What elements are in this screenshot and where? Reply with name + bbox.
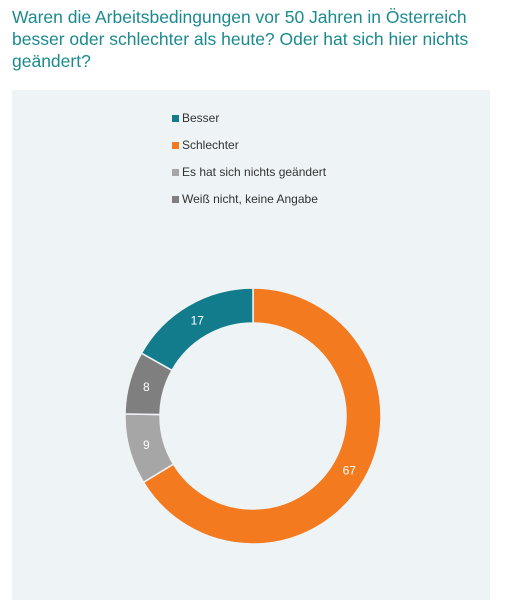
legend-swatch-nichts-geaendert — [172, 168, 179, 176]
legend-label-schlechter: Schlechter — [182, 138, 239, 152]
legend-label-weiss-nicht: Weiß nicht, keine Angabe — [182, 192, 318, 206]
legend-swatch-schlechter — [172, 141, 179, 149]
data-label-nichts-geaendert: 9 — [143, 438, 150, 452]
legend-item-schlechter: Schlechter — [172, 138, 239, 152]
legend-label-nichts-geaendert: Es hat sich nichts geändert — [182, 165, 327, 179]
chart-panel: Besser Schlechter Es hat sich nichts geä… — [12, 90, 490, 600]
legend-swatch-besser — [172, 114, 179, 122]
donut-slice-besser — [140, 287, 254, 372]
data-label-weiss-nicht: 8 — [143, 380, 150, 394]
legend-item-besser: Besser — [172, 111, 219, 125]
legend-label-besser: Besser — [182, 111, 220, 125]
data-label-schlechter: 67 — [343, 463, 357, 477]
donut-slice-schlechter — [142, 287, 382, 545]
legend-item-weiss-nicht: Weiß nicht, keine Angabe — [172, 192, 318, 206]
legend-swatch-weiss-nicht — [172, 195, 179, 203]
data-label-besser: 17 — [191, 314, 205, 328]
donut-chart: 67 9 8 17 — [124, 287, 382, 545]
chart-title: Waren die Arbeitsbedingungen vor 50 Jahr… — [12, 7, 469, 71]
legend-item-nichts-geaendert: Es hat sich nichts geändert — [172, 165, 326, 179]
